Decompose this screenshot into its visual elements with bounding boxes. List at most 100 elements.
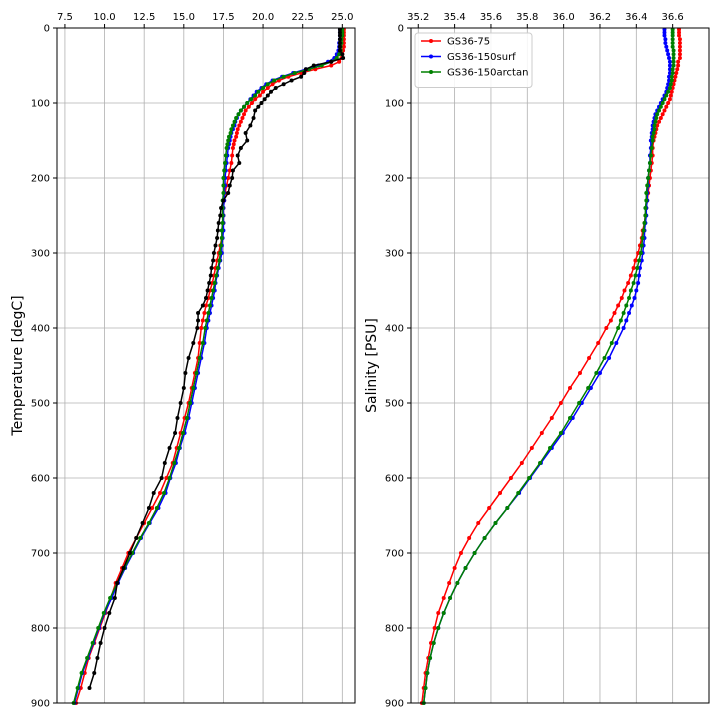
data-point <box>138 536 143 540</box>
data-point <box>337 48 342 53</box>
data-point <box>102 626 107 630</box>
data-point <box>670 71 675 75</box>
data-point <box>668 82 673 87</box>
data-point <box>671 48 676 53</box>
data-point <box>337 52 342 57</box>
data-point <box>222 168 227 173</box>
data-point <box>657 108 662 113</box>
data-point <box>654 116 659 120</box>
data-point <box>230 146 235 150</box>
x-tick-label: 36.4 <box>625 12 647 23</box>
data-point <box>234 134 239 139</box>
data-point <box>242 112 247 117</box>
y-tick-label: 700 <box>31 549 50 560</box>
data-point <box>219 206 224 210</box>
data-point <box>493 521 498 525</box>
y-tick-label: 600 <box>31 474 50 485</box>
data-point <box>637 258 642 263</box>
series-en4-obs <box>87 27 346 690</box>
y-tick-label: 800 <box>31 624 50 635</box>
data-point <box>242 104 247 109</box>
data-point <box>587 356 592 360</box>
data-point <box>639 243 644 248</box>
data-point <box>115 581 120 585</box>
data-point <box>644 198 649 203</box>
data-point <box>90 641 95 645</box>
y-tick-label: 200 <box>31 174 50 185</box>
temperature-panel: 7.5 10.0 12.5 15.0 17.5 20.0 22.5 25.0 0 100 200 30… <box>10 12 356 710</box>
data-point <box>140 521 145 525</box>
data-point <box>221 176 226 180</box>
x-tick-label: 20.0 <box>252 12 274 23</box>
data-point <box>186 356 191 360</box>
data-point <box>641 228 646 233</box>
data-point <box>650 134 655 139</box>
data-point <box>621 311 626 315</box>
data-point <box>158 491 163 495</box>
data-point <box>622 288 627 293</box>
data-point <box>175 416 180 420</box>
data-point <box>121 566 126 570</box>
data-point <box>487 506 492 510</box>
data-point <box>219 236 224 240</box>
data-point <box>248 123 253 128</box>
x-tick-label: 17.5 <box>212 12 234 23</box>
y-axis-title: Temperature [degC] <box>10 295 26 436</box>
y-tick-label: 400 <box>31 324 50 335</box>
data-point <box>662 108 667 113</box>
data-point <box>253 93 258 98</box>
data-point <box>629 303 634 308</box>
x-tick-label: 36.6 <box>662 12 684 23</box>
data-point <box>604 326 609 330</box>
data-point <box>221 198 226 203</box>
data-point <box>676 59 681 64</box>
data-point <box>159 476 164 480</box>
data-point <box>177 446 182 450</box>
data-point <box>181 386 186 390</box>
data-point <box>87 686 92 690</box>
data-point <box>648 153 653 158</box>
data-point <box>238 108 243 113</box>
data-point <box>666 101 671 105</box>
data-point <box>245 138 250 143</box>
data-point <box>107 611 112 615</box>
data-point <box>662 30 667 35</box>
data-point <box>215 266 220 270</box>
data-point <box>671 63 676 68</box>
data-point <box>237 161 242 165</box>
data-point <box>249 97 254 102</box>
data-point <box>594 371 599 375</box>
data-point <box>671 56 676 60</box>
data-point <box>230 168 235 173</box>
data-point <box>209 296 214 300</box>
data-point <box>428 656 433 660</box>
data-point <box>230 123 235 128</box>
data-point <box>669 78 674 83</box>
data-point <box>436 611 441 615</box>
data-point <box>667 63 672 68</box>
data-point <box>455 581 460 585</box>
data-point <box>197 341 202 345</box>
data-point <box>577 401 582 405</box>
plot-frame <box>410 27 710 704</box>
data-point <box>85 656 90 660</box>
data-point <box>516 491 521 495</box>
data-point <box>292 71 297 75</box>
x-tick-label: 35.4 <box>443 12 465 23</box>
data-point <box>200 318 205 323</box>
legend-box <box>414 32 533 88</box>
data-point <box>204 318 209 323</box>
data-point <box>229 161 234 165</box>
data-point <box>616 303 621 308</box>
data-point <box>173 431 178 435</box>
x-tick-label: 10.0 <box>93 12 115 23</box>
data-point <box>662 33 667 38</box>
data-point <box>303 67 308 72</box>
data-point <box>167 446 172 450</box>
data-point <box>108 596 113 600</box>
data-point <box>635 266 640 270</box>
data-point <box>231 142 236 147</box>
data-point <box>657 119 662 124</box>
legend-marker <box>429 54 433 59</box>
data-point <box>677 44 682 49</box>
